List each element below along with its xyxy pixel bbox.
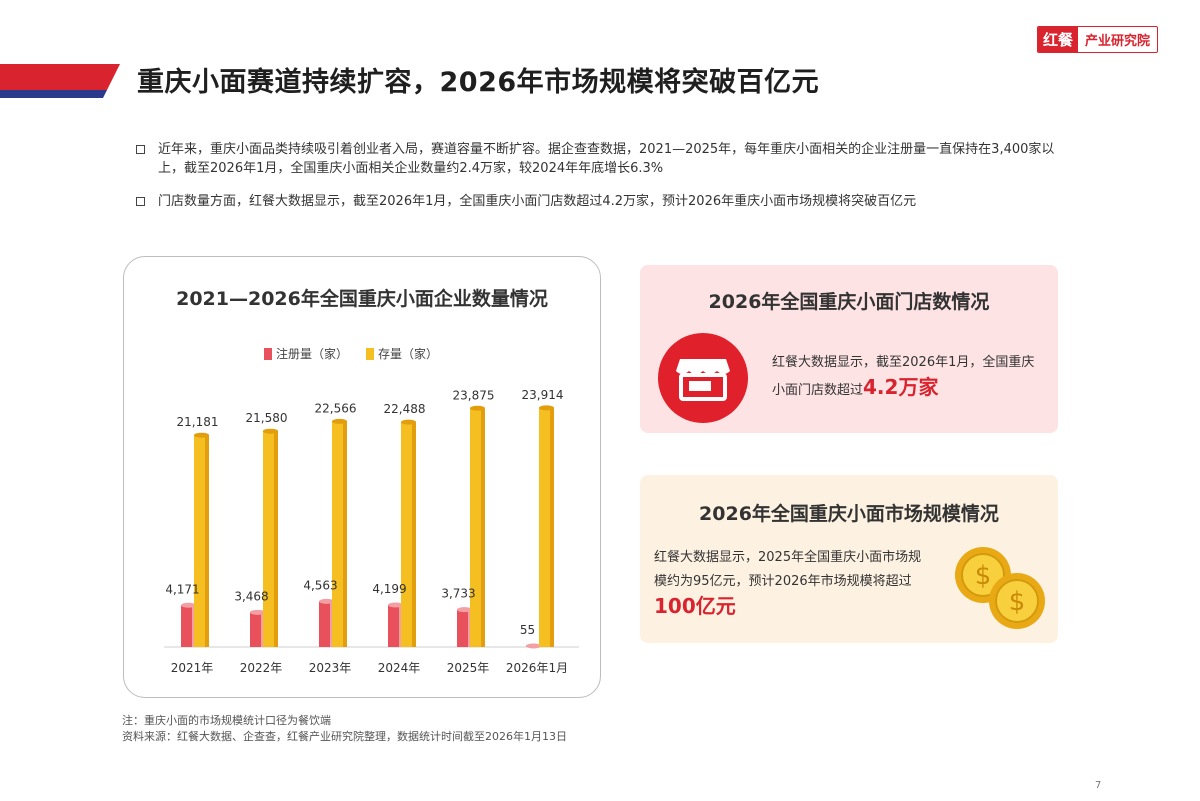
bullet-square-icon bbox=[136, 145, 145, 154]
bar-registered-cap bbox=[319, 598, 334, 604]
dollar-coins-icon: $ $ bbox=[955, 547, 1045, 629]
note-text: 注：重庆小面的市场规模统计口径为餐饮端 bbox=[122, 714, 331, 727]
bar-registered-cap bbox=[181, 602, 196, 608]
bullet-text: 门店数量方面，红餐大数据显示，截至2026年1月，全国重庆小面门店数超过4.2万… bbox=[158, 194, 917, 209]
data-label-stock: 21,181 bbox=[177, 415, 219, 429]
chart-title: 2021—2026年全国重庆小面企业数量情况 bbox=[176, 288, 548, 310]
store-count-panel: 2026年全国重庆小面门店数情况 红餐大数据显示，截至2026年1月，全国重庆小… bbox=[640, 265, 1058, 433]
bar-stock-cap bbox=[470, 405, 485, 411]
market-panel-text: 红餐大数据显示，2025年全国重庆小面市场规模约为95亿元，预计2026年市场规… bbox=[654, 546, 930, 622]
store-panel-title: 2026年全国重庆小面门店数情况 bbox=[708, 291, 990, 313]
bar-stock-shade bbox=[274, 431, 278, 647]
market-panel-title: 2026年全国重庆小面市场规模情况 bbox=[699, 503, 999, 525]
page-number: 7 bbox=[1095, 780, 1102, 791]
source-text: 资料来源：红餐大数据、企查查，红餐产业研究院整理，数据统计时间截至2026年1月… bbox=[122, 730, 567, 743]
storefront-icon bbox=[658, 333, 748, 423]
data-label-stock: 23,875 bbox=[453, 388, 495, 402]
bar-stock-shade bbox=[550, 407, 554, 647]
legend-swatch-stock bbox=[366, 347, 375, 360]
title-stripe bbox=[0, 64, 120, 98]
legend-swatch-registered bbox=[264, 347, 272, 360]
market-size-panel: 2026年全国重庆小面市场规模情况 红餐大数据显示，2025年全国重庆小面市场规… bbox=[640, 475, 1058, 643]
bar-stock-cap bbox=[332, 418, 347, 424]
bar-stock-cap bbox=[539, 405, 554, 411]
x-tick-label: 2026年1月 bbox=[506, 661, 568, 675]
store-panel-text: 红餐大数据显示，截至2026年1月，全国重庆小面门店数超过4.2万家 bbox=[772, 351, 1042, 403]
bar-stock-shade bbox=[343, 421, 347, 647]
bar-registered-cap bbox=[457, 607, 472, 613]
market-panel-body: 红餐大数据显示，2025年全国重庆小面市场规模约为95亿元，预计2026年市场规… bbox=[654, 550, 922, 589]
data-label-registered: 3,733 bbox=[441, 587, 475, 601]
enterprise-chart-card: 2021—2026年全国重庆小面企业数量情况 注册量（家） 存量（家） 4,17… bbox=[123, 256, 601, 698]
data-label-stock: 22,566 bbox=[315, 401, 357, 415]
bar-chart: 4,171 21,181 2021年 3,468 21,580 2022年 4,563 22,… bbox=[164, 388, 579, 675]
x-tick-label: 2022年 bbox=[240, 661, 283, 675]
data-label-stock: 23,914 bbox=[522, 388, 564, 402]
bullet-list: 近年来，重庆小面品类持续吸引着创业者入局，赛道容量不断扩容。据企查查数据，202… bbox=[136, 140, 1076, 225]
bullet-square-icon bbox=[136, 197, 145, 206]
bullet-text: 近年来，重庆小面品类持续吸引着创业者入局，赛道容量不断扩容。据企查查数据，202… bbox=[158, 142, 1055, 176]
bar-stock-shade bbox=[205, 435, 209, 647]
legend-item-stock: 存量（家） bbox=[366, 345, 438, 362]
bullet-item: 近年来，重庆小面品类持续吸引着创业者入局，赛道容量不断扩容。据企查查数据，202… bbox=[136, 140, 1076, 178]
data-label-registered: 4,199 bbox=[372, 582, 406, 596]
svg-text:$: $ bbox=[1009, 587, 1026, 617]
chart-legend: 注册量（家） 存量（家） bbox=[264, 345, 456, 362]
legend-item-registered: 注册量（家） bbox=[264, 345, 348, 362]
brand-logo-name: 产业研究院 bbox=[1084, 34, 1150, 49]
data-label-stock: 22,488 bbox=[384, 402, 426, 416]
footnotes: 注：重庆小面的市场规模统计口径为餐饮端 资料来源：红餐大数据、企查查，红餐产业研… bbox=[122, 713, 567, 745]
x-tick-label: 2025年 bbox=[447, 661, 490, 675]
data-label-registered: 3,468 bbox=[234, 589, 268, 603]
bar-stock-cap bbox=[263, 428, 278, 434]
store-count-highlight: 4.2万家 bbox=[863, 375, 939, 399]
legend-label-stock: 存量（家） bbox=[378, 347, 439, 361]
bar-stock-cap bbox=[194, 432, 209, 438]
bullet-item: 门店数量方面，红餐大数据显示，截至2026年1月，全国重庆小面门店数超过4.2万… bbox=[136, 192, 1076, 211]
data-label-registered: 55 bbox=[520, 623, 535, 637]
page-title: 重庆小面赛道持续扩容，2026年市场规模将突破百亿元 bbox=[137, 67, 820, 98]
bar-registered-cap bbox=[526, 643, 541, 649]
bar-registered-cap bbox=[250, 609, 265, 615]
store-panel-body: 红餐大数据显示，截至2026年1月，全国重庆小面门店数超过 bbox=[772, 355, 1035, 398]
data-label-registered: 4,171 bbox=[165, 582, 199, 596]
legend-label-registered: 注册量（家） bbox=[276, 347, 349, 361]
data-label-registered: 4,563 bbox=[303, 578, 337, 592]
market-size-highlight: 100亿元 bbox=[654, 594, 736, 618]
bar-stock-shade bbox=[481, 408, 485, 647]
x-tick-label: 2023年 bbox=[309, 661, 352, 675]
data-label-stock: 21,580 bbox=[246, 411, 288, 425]
brand-logo-mark: 红餐 bbox=[1038, 27, 1078, 52]
x-tick-label: 2021年 bbox=[171, 661, 214, 675]
bar-registered-cap bbox=[388, 602, 403, 608]
bar-stock-cap bbox=[401, 419, 416, 425]
brand-logo: 红餐 产业研究院 bbox=[1037, 26, 1158, 53]
bar-stock-shade bbox=[412, 422, 416, 647]
x-tick-label: 2024年 bbox=[378, 661, 421, 675]
svg-text:$: $ bbox=[975, 561, 992, 591]
